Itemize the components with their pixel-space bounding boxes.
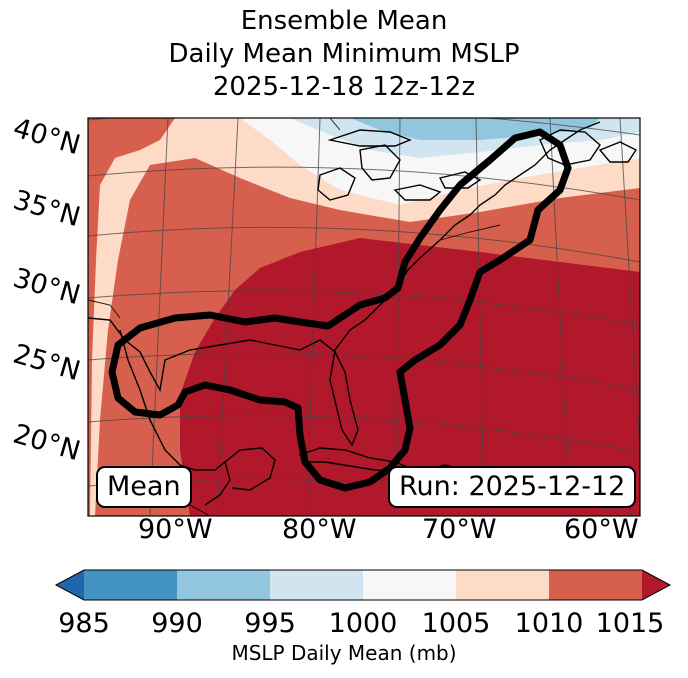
colorbar-tick-990: 990 (151, 608, 203, 639)
title-line-1: Ensemble Mean (240, 6, 448, 36)
lon-label-80w: 80°W (282, 514, 357, 545)
lon-label-90w: 90°W (138, 514, 213, 545)
colorbar-tick-1015: 1015 (595, 608, 665, 639)
colorbar-tick-1010: 1010 (514, 608, 584, 639)
mean-badge: Mean (96, 466, 192, 508)
colorbar-outline (54, 569, 672, 601)
colorbar-tick-985: 985 (58, 608, 110, 639)
title-line-2: Daily Mean Minimum MSLP (168, 39, 520, 69)
title-line-3: 2025-12-18 12z-12z (212, 72, 476, 102)
colorbar-tick-995: 995 (244, 608, 296, 639)
colorbar-bin-985-990 (84, 570, 177, 600)
colorbar-bin-995-1000 (270, 570, 363, 600)
colorbar-tick-1005: 1005 (421, 608, 491, 639)
lon-label-60w: 60°W (564, 514, 639, 545)
colorbar-under-arrow (56, 570, 84, 600)
colorbar-bin-990-995 (177, 570, 270, 600)
colorbar (54, 569, 672, 601)
colorbar-bin-1000-1005 (363, 570, 456, 600)
ensemble-contour (108, 128, 572, 492)
pressure-field-west-1010-1015 (88, 118, 175, 516)
colorbar-bin-1005-1010 (456, 570, 549, 600)
colorbar-tick-1000: 1000 (328, 608, 398, 639)
colorbar-over-arrow (642, 570, 670, 600)
colorbar-label: MSLP Daily Mean (mb) (231, 641, 457, 665)
colorbar-bin-1010-1015 (549, 570, 642, 600)
lon-label-70w: 70°W (422, 514, 497, 545)
pressure-field-1010-1015 (88, 118, 640, 516)
map-frame (87, 117, 641, 517)
run-badge: Run: 2025-12-12 (388, 466, 637, 508)
